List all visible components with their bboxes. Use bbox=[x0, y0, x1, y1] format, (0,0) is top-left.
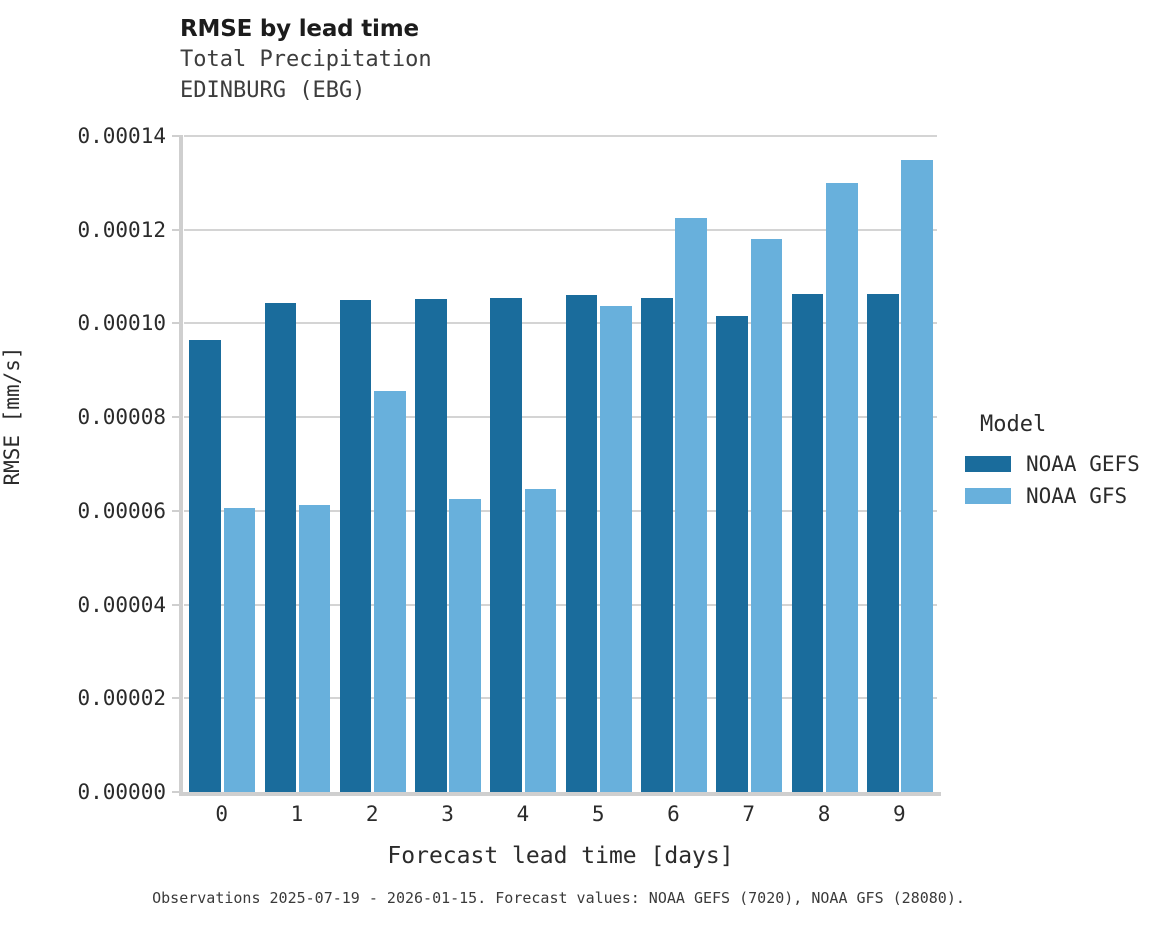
y-axis-tick bbox=[172, 697, 181, 700]
page-title: RMSE by lead time bbox=[180, 16, 419, 42]
x-axis-tick-label: 9 bbox=[893, 802, 906, 826]
gridline bbox=[184, 697, 937, 700]
y-axis-tick-label: 0.00006 bbox=[77, 498, 166, 523]
y-axis-tick bbox=[172, 791, 181, 793]
bar[interactable] bbox=[415, 298, 447, 792]
bar[interactable] bbox=[339, 300, 372, 792]
bar[interactable] bbox=[565, 295, 598, 792]
chart-location: EDINBURG (EBG) bbox=[180, 78, 366, 103]
bar[interactable] bbox=[264, 303, 297, 792]
y-axis-tick bbox=[172, 228, 181, 231]
bar[interactable] bbox=[825, 182, 858, 792]
bar[interactable] bbox=[791, 294, 824, 792]
y-axis-tick-label: 0.00004 bbox=[77, 592, 166, 617]
legend: Model NOAA GEFS NOAA GFS bbox=[965, 412, 1175, 513]
chart-caption: Observations 2025-07-19 - 2026-01-15. Fo… bbox=[152, 889, 965, 907]
x-axis-tick-label: 3 bbox=[441, 802, 454, 826]
y-axis-tick bbox=[172, 509, 181, 512]
legend-swatch-icon bbox=[965, 456, 1011, 472]
legend-item-label: NOAA GFS bbox=[1026, 484, 1128, 508]
y-axis-spine bbox=[179, 135, 183, 793]
x-axis-tick-label: 8 bbox=[817, 802, 831, 826]
bar[interactable] bbox=[750, 238, 783, 792]
bar[interactable] bbox=[716, 315, 748, 792]
y-axis-tick-label: 0.00008 bbox=[77, 405, 166, 430]
x-axis-tick-labels: 0 1 2 3 4 5 6 7 8 9 bbox=[184, 802, 937, 832]
x-axis-tick-label: 1 bbox=[290, 802, 304, 826]
bar[interactable] bbox=[189, 339, 221, 792]
bar[interactable] bbox=[298, 505, 331, 792]
bar[interactable] bbox=[223, 507, 256, 792]
legend-entries: NOAA GEFS NOAA GFS bbox=[965, 449, 1175, 511]
x-axis-tick-label: 6 bbox=[667, 802, 680, 826]
gridline bbox=[184, 228, 937, 231]
y-axis-tick bbox=[172, 322, 181, 325]
x-axis-tick-label: 4 bbox=[516, 802, 530, 826]
bar[interactable] bbox=[374, 391, 406, 792]
gridline bbox=[184, 135, 937, 137]
gridline bbox=[184, 416, 937, 419]
bar[interactable] bbox=[449, 498, 482, 792]
legend-swatch-icon bbox=[965, 488, 1011, 504]
y-axis-tick bbox=[172, 603, 181, 606]
bar[interactable] bbox=[600, 305, 632, 792]
gridline bbox=[184, 322, 937, 325]
x-axis-spine bbox=[179, 792, 941, 796]
title-block: RMSE by lead time Total Precipitation ED… bbox=[180, 14, 940, 106]
y-axis-tick-labels: 0.00000 0.00002 0.00004 0.00006 0.00008 0.000… bbox=[0, 124, 166, 804]
chart-subtitle: Total Precipitation bbox=[180, 47, 432, 72]
x-axis-title: Forecast lead time [days] bbox=[387, 843, 734, 869]
y-axis-tick bbox=[172, 135, 181, 137]
y-axis-tick-label: 0.00000 bbox=[77, 780, 166, 804]
legend-item-label: NOAA GEFS bbox=[1026, 452, 1140, 476]
gridline bbox=[184, 603, 937, 606]
y-axis-tick-label: 0.00002 bbox=[77, 686, 166, 711]
y-axis-tick-label: 0.00012 bbox=[77, 217, 166, 242]
bar[interactable] bbox=[901, 160, 933, 792]
gridline bbox=[184, 509, 937, 512]
y-axis-tick-label: 0.00010 bbox=[77, 311, 166, 336]
x-axis-tick-label: 7 bbox=[742, 802, 756, 826]
legend-item[interactable]: NOAA GFS bbox=[965, 481, 1175, 511]
plot-area bbox=[172, 135, 941, 796]
bar[interactable] bbox=[490, 297, 523, 792]
plot-background bbox=[184, 136, 937, 792]
x-axis-tick-label: 5 bbox=[591, 802, 605, 826]
x-axis-tick-label: 0 bbox=[215, 802, 228, 826]
y-axis-tick bbox=[172, 416, 181, 419]
bar[interactable] bbox=[866, 294, 899, 792]
bar[interactable] bbox=[524, 489, 557, 792]
bar[interactable] bbox=[675, 218, 707, 792]
legend-item[interactable]: NOAA GEFS bbox=[965, 449, 1175, 479]
bar[interactable] bbox=[641, 297, 673, 792]
y-axis-tick-label: 0.00014 bbox=[77, 124, 166, 148]
x-axis-tick-label: 2 bbox=[365, 802, 379, 826]
legend-title: Model bbox=[980, 412, 1047, 437]
